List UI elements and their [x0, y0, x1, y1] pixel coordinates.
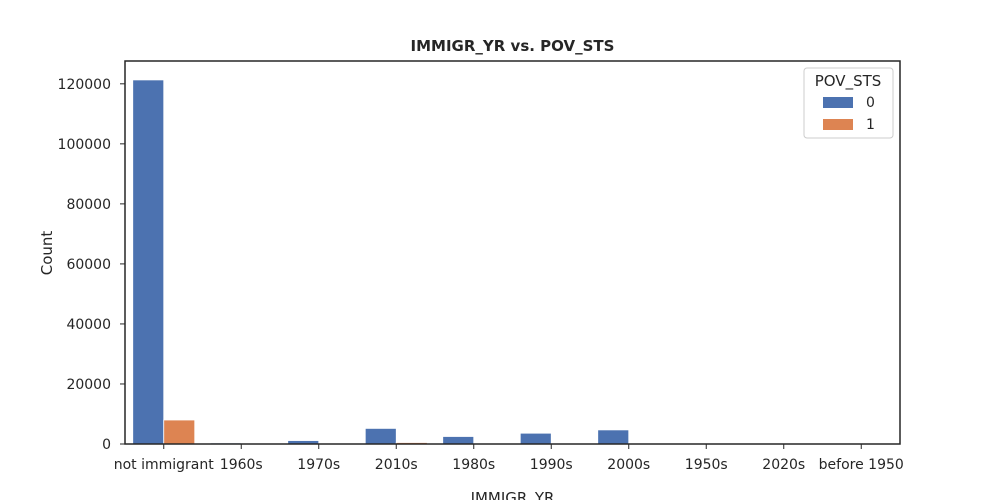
bars-group — [132, 79, 893, 445]
chart-title: IMMIGR_YR vs. POV_STS — [411, 37, 615, 55]
x-tick-label: 2010s — [375, 457, 418, 473]
x-tick-label: 2020s — [762, 457, 805, 473]
bar-2010s-series-0 — [364, 427, 397, 445]
x-tick-label: 1950s — [685, 457, 728, 473]
y-tick-label: 80000 — [66, 197, 111, 213]
legend: POV_STS 0 1 — [803, 67, 894, 139]
x-tick-label: 2000s — [607, 457, 650, 473]
legend-swatch-1 — [823, 119, 853, 130]
bar-not-immigrant-series-0 — [132, 79, 165, 445]
legend-label-1: 1 — [866, 117, 875, 133]
y-tick-label: 0 — [102, 437, 111, 453]
x-tick-label: 1960s — [220, 457, 263, 473]
bar-1990s-series-0 — [519, 432, 552, 445]
y-ticks-group: 0 20000 40000 60000 80000 100000 120000 — [58, 77, 125, 453]
y-tick-label: 100000 — [58, 137, 111, 153]
bar-2000s-series-0 — [597, 429, 630, 445]
plot-frame — [124, 60, 901, 445]
y-tick-label: 40000 — [66, 317, 111, 333]
x-tick-label: 1980s — [452, 457, 495, 473]
legend-label-0: 0 — [866, 95, 875, 111]
x-axis-label: IMMIGR_YR — [471, 489, 555, 500]
x-tick-label: before 1950 — [819, 457, 904, 473]
y-axis-label: Count — [38, 231, 56, 276]
y-tick-label: 20000 — [66, 377, 111, 393]
legend-title: POV_STS — [815, 72, 882, 91]
x-tick-label: 1970s — [297, 457, 340, 473]
x-tick-label: 1990s — [530, 457, 573, 473]
y-tick-label: 60000 — [66, 257, 111, 273]
legend-swatch-0 — [823, 97, 853, 108]
x-ticks-group: not immigrant 1960s 1970s 2010s 1980s 1990s 20… — [114, 444, 904, 473]
x-tick-label: not immigrant — [114, 457, 215, 473]
y-tick-label: 120000 — [58, 77, 111, 93]
bar-1980s-series-0 — [442, 436, 475, 445]
bar-not-immigrant-series-1 — [163, 419, 196, 445]
